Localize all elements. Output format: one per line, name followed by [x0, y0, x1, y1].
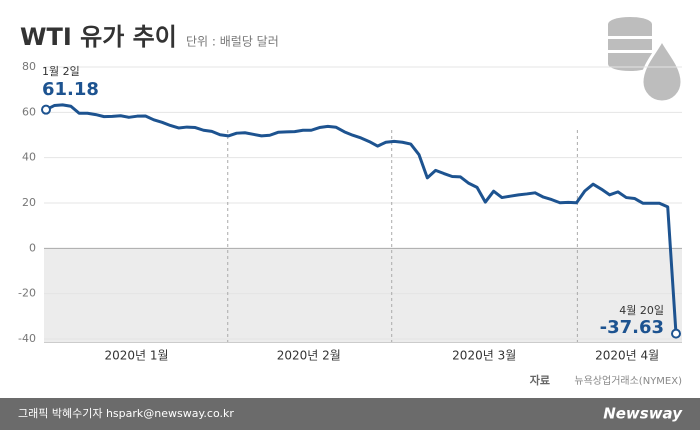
footer-brand: Newsway	[603, 405, 683, 423]
y-tick-label: 60	[22, 105, 36, 118]
footer-credit: 그래픽 박혜수기자 hspark@newsway.co.kr	[18, 407, 234, 420]
y-tick-label: 20	[22, 196, 36, 209]
end-date-label: 4월 20일	[619, 303, 664, 317]
y-tick-label: -20	[18, 287, 36, 300]
negative-zone	[44, 248, 682, 342]
footer-bar	[0, 398, 700, 430]
y-tick-label: 0	[29, 241, 36, 254]
chart-subtitle: 단위 : 배럴당 달러	[186, 35, 279, 49]
end-marker	[671, 328, 681, 339]
end-value-label: -37.63	[600, 317, 664, 338]
x-tick-label: 2020년 4월	[595, 349, 659, 363]
y-tick-label: -40	[18, 332, 36, 345]
end-marker	[41, 104, 51, 115]
price-line	[45, 103, 678, 334]
source: 뉴욕상업거래소(NYMEX)	[574, 374, 682, 387]
x-tick-label: 2020년 3월	[452, 349, 516, 363]
y-tick-label: 40	[22, 151, 36, 164]
chart-title: WTI 유가 추이	[20, 23, 177, 51]
source-title: 자료	[530, 373, 550, 387]
start-value-label: 61.18	[42, 79, 99, 100]
y-tick-label: 80	[22, 60, 36, 73]
x-tick-label: 2020년 1월	[104, 349, 168, 363]
oil-icon	[608, 17, 684, 104]
start-date-label: 1월 2일	[42, 64, 80, 78]
x-tick-label: 2020년 2월	[277, 349, 341, 363]
